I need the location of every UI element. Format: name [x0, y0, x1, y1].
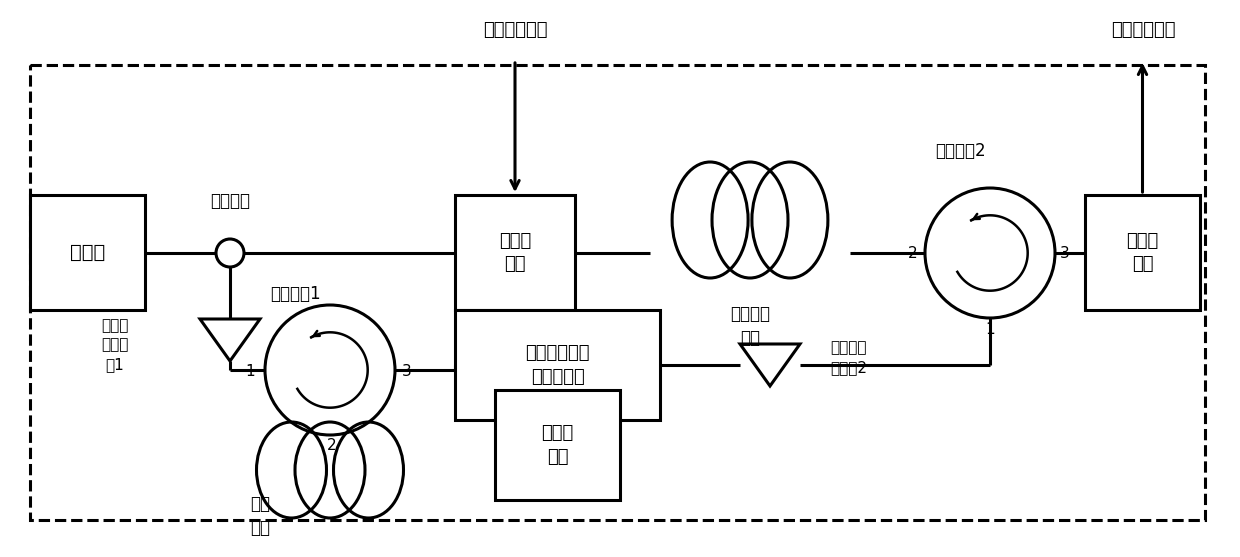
Text: 2: 2: [908, 246, 918, 261]
Text: 3: 3: [402, 364, 412, 379]
Text: 射频信号输入: 射频信号输入: [482, 21, 547, 39]
Text: 可调微
波源: 可调微 波源: [542, 424, 574, 466]
Text: 光耦合器: 光耦合器: [210, 192, 250, 210]
Bar: [495, 390, 620, 500]
Polygon shape: [200, 319, 260, 361]
Circle shape: [925, 188, 1055, 318]
Text: 1: 1: [986, 323, 994, 338]
Text: 激光器: 激光器: [69, 243, 105, 262]
Text: 掺铒光纤
放大器2: 掺铒光纤 放大器2: [830, 340, 867, 375]
Circle shape: [216, 239, 244, 267]
Text: 高非线性
光纤: 高非线性 光纤: [730, 305, 770, 346]
Bar: [30, 195, 145, 310]
Text: 3: 3: [1060, 246, 1070, 261]
Bar: [1085, 195, 1200, 310]
Text: 单模
光纤: 单模 光纤: [250, 495, 270, 536]
Bar: [455, 195, 575, 310]
Circle shape: [265, 305, 396, 435]
Text: 光环行器1: 光环行器1: [270, 285, 321, 303]
Text: 掺铒光
纤放大
器1: 掺铒光 纤放大 器1: [102, 317, 129, 372]
Text: 射频信号输出: 射频信号输出: [1111, 21, 1176, 39]
Bar: [30, 65, 1205, 520]
Bar: [455, 310, 660, 420]
Text: 相位调
制器: 相位调 制器: [498, 232, 531, 273]
Polygon shape: [740, 344, 800, 386]
Text: 1: 1: [246, 364, 254, 379]
Text: 光环行器2: 光环行器2: [935, 142, 986, 160]
Text: 2: 2: [327, 437, 337, 452]
Text: 光电探
测器: 光电探 测器: [1126, 232, 1158, 273]
Text: 双平行马赫曾
德尔调制器: 双平行马赫曾 德尔调制器: [526, 344, 590, 386]
